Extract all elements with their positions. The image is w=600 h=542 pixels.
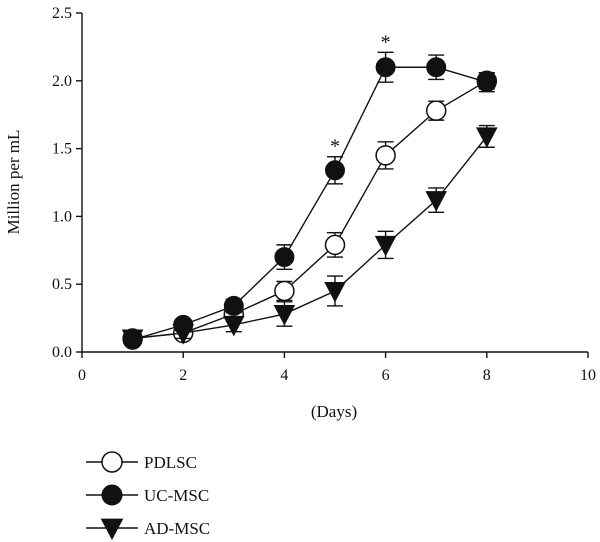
data-point <box>172 324 195 345</box>
data-point <box>325 160 345 181</box>
y-tick-label: 1.5 <box>52 141 72 158</box>
y-axis-label: Million per mL <box>4 130 23 235</box>
y-tick-label: 0.0 <box>52 344 72 361</box>
x-tick-label: 10 <box>580 367 596 384</box>
data-point <box>425 191 448 212</box>
data-point <box>121 329 144 350</box>
legend-marker <box>101 484 123 506</box>
data-point <box>324 234 346 256</box>
data-point <box>222 315 245 337</box>
data-point <box>375 57 396 78</box>
legend-marker <box>100 518 124 541</box>
legend-item-ad-msc: AD-MSC <box>86 518 210 541</box>
x-tick-label: 0 <box>78 367 86 384</box>
data-point <box>274 280 295 302</box>
legend-label: AD-MSC <box>144 519 210 538</box>
data-point <box>324 282 346 303</box>
y-tick-label: 2.0 <box>52 73 72 90</box>
data-point <box>375 145 396 166</box>
x-tick-label: 8 <box>483 367 491 384</box>
y-tick-label: 1.0 <box>52 208 72 225</box>
data-point <box>273 305 296 326</box>
legend-item-uc-msc: UC-MSC <box>86 484 209 506</box>
x-tick-label: 6 <box>382 367 390 384</box>
series-pdlsc <box>122 70 498 349</box>
legend-label: PDLSC <box>144 453 197 472</box>
data-point <box>476 72 497 93</box>
data-point <box>274 247 295 268</box>
significance-asterisk: * <box>381 31 391 53</box>
x-tick-label: 4 <box>280 367 288 384</box>
legend: PDLSC UC-MSC AD-MSC <box>86 451 210 541</box>
data-point <box>426 57 447 78</box>
x-axis-label: (Days) <box>311 402 357 421</box>
data-point <box>425 100 447 121</box>
legend-label: UC-MSC <box>144 486 209 505</box>
y-tick-label: 2.5 <box>52 5 72 22</box>
data-point <box>223 295 244 316</box>
x-tick-label: 2 <box>179 367 187 384</box>
series-ad-msc <box>121 124 498 350</box>
data-point <box>475 127 498 148</box>
y-tick-label: 0.5 <box>52 276 72 293</box>
legend-item-pdlsc: PDLSC <box>86 451 197 473</box>
axes: 0 2 4 6 8 10 0.0 0.5 1.0 1.5 2.0 2.5 <box>52 5 596 384</box>
legend-marker <box>101 451 123 473</box>
significance-asterisk: * <box>330 136 340 158</box>
series-line <box>132 135 488 340</box>
data-point <box>374 235 397 257</box>
plot-area: ** <box>121 31 498 350</box>
